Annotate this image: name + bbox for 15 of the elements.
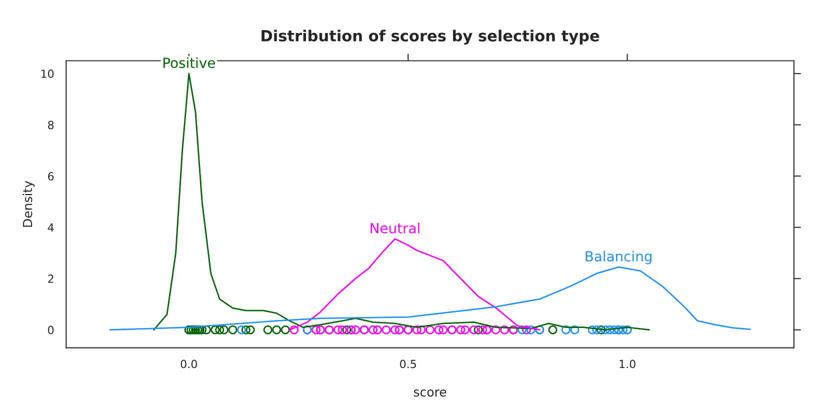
chart-title: Distribution of scores by selection type: [262, 30, 600, 45]
y-tick-label: 6: [48, 172, 54, 180]
y-tick-label: 4: [48, 223, 54, 232]
series-label: Balancing: [586, 250, 652, 264]
x-tick-label: 1.0: [620, 360, 636, 368]
y-tick-label: 8: [48, 120, 54, 130]
y-tick-label: 0: [48, 326, 54, 334]
y-axis-title: Density: [22, 180, 35, 227]
y-tick-label: 10: [41, 70, 54, 78]
x-tick-label: 0.0: [180, 360, 198, 368]
series-label: Neutral: [370, 222, 420, 234]
x-axis-title: score: [414, 389, 446, 397]
y-tick-label: 2: [48, 274, 54, 283]
series-label: Positive: [164, 57, 215, 68]
x-tick-label: 0.5: [400, 360, 416, 368]
